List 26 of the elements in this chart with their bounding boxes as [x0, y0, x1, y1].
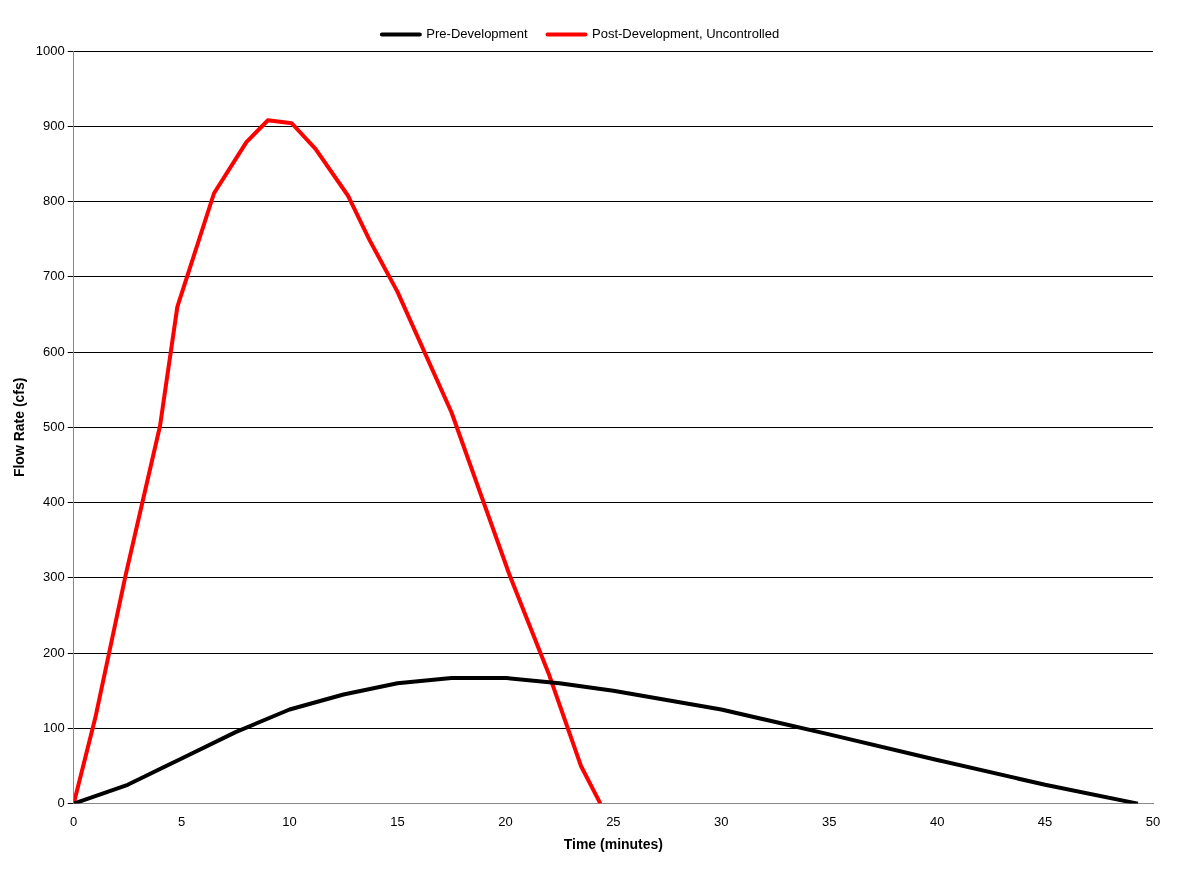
x-tick-label: 40 [929, 813, 945, 829]
y-axis-title: Flow Rate (cfs) [11, 377, 28, 478]
x-tick-label: 10 [282, 813, 297, 829]
legend-label: Post-Development, Uncontrolled [592, 26, 780, 42]
legend-label: Pre-Development [426, 26, 528, 42]
y-tick-label: 300 [43, 569, 65, 585]
y-tick-label: 800 [43, 193, 65, 209]
y-tick-label: 600 [43, 343, 65, 359]
x-tick-label: 0 [70, 813, 78, 829]
y-tick-label: 200 [43, 644, 65, 660]
x-tick-label: 50 [1145, 813, 1161, 829]
x-axis-title: Time (minutes) [563, 836, 664, 853]
y-tick-label: 1000 [35, 42, 65, 58]
x-tick-label: 15 [390, 813, 405, 829]
x-tick-label: 25 [606, 813, 621, 829]
x-tick-label: 45 [1037, 813, 1053, 829]
x-tick-label: 35 [821, 813, 837, 829]
y-tick-label: 400 [43, 494, 65, 510]
x-tick-label: 20 [498, 813, 513, 829]
y-tick-label: 700 [43, 268, 65, 284]
x-tick-label: 5 [178, 813, 186, 829]
y-tick-label: 500 [43, 418, 65, 434]
x-tick-label: 30 [714, 813, 729, 829]
y-tick-label: 900 [43, 117, 65, 133]
y-tick-label: 100 [43, 719, 65, 735]
y-tick-label: 0 [57, 795, 65, 811]
